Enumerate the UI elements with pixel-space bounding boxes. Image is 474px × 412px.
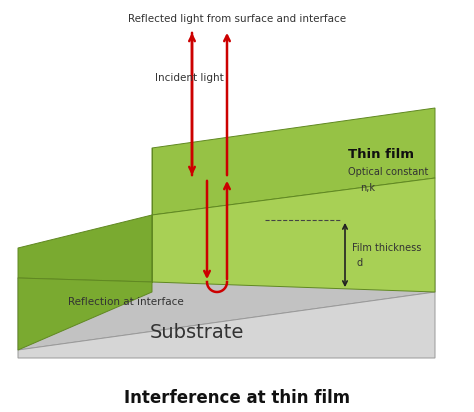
- Text: Reflection at interface: Reflection at interface: [68, 297, 184, 307]
- Polygon shape: [152, 108, 435, 215]
- Text: Film thickness: Film thickness: [352, 243, 421, 253]
- Text: Interference at thin film: Interference at thin film: [124, 389, 350, 407]
- Polygon shape: [152, 178, 435, 292]
- Polygon shape: [18, 278, 152, 350]
- Text: n,k: n,k: [360, 183, 375, 193]
- Polygon shape: [18, 215, 152, 282]
- Text: Reflected light from surface and interface: Reflected light from surface and interfa…: [128, 14, 346, 24]
- Polygon shape: [18, 220, 435, 350]
- Polygon shape: [18, 292, 435, 358]
- Text: Incident light: Incident light: [155, 73, 224, 83]
- Text: Thin film: Thin film: [348, 148, 414, 162]
- Text: Substrate: Substrate: [150, 323, 245, 342]
- Text: d: d: [357, 258, 363, 268]
- Text: Optical constant: Optical constant: [348, 167, 428, 177]
